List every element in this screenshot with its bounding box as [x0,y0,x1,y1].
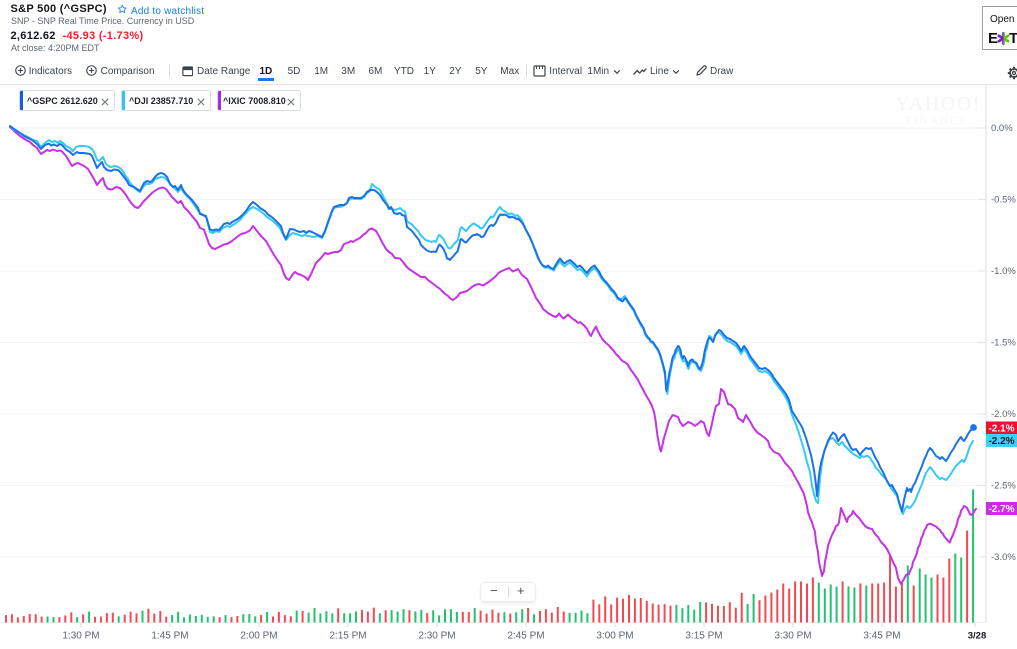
svg-text:-2.2%: -2.2% [988,436,1014,447]
svg-text:2:45 PM: 2:45 PM [507,631,544,642]
svg-text:-1.5%: -1.5% [991,338,1016,349]
svg-text:2:15 PM: 2:15 PM [329,631,366,642]
svg-text:-2.0%: -2.0% [991,409,1016,420]
svg-text:FINANCE: FINANCE [906,113,969,127]
svg-text:3:45 PM: 3:45 PM [863,631,900,642]
svg-text:0.0%: 0.0% [991,123,1013,134]
svg-text:-2.5%: -2.5% [991,481,1016,492]
svg-text:1:30 PM: 1:30 PM [62,631,99,642]
svg-text:-2.7%: -2.7% [988,504,1014,515]
svg-text:YAHOO!: YAHOO! [895,93,981,115]
svg-text:-3.0%: -3.0% [991,552,1016,563]
svg-text:3/28: 3/28 [968,631,987,642]
svg-text:-2.1%: -2.1% [988,424,1014,435]
svg-text:-1.0%: -1.0% [991,266,1016,277]
svg-text:1:45 PM: 1:45 PM [151,631,188,642]
svg-text:3:15 PM: 3:15 PM [685,631,722,642]
svg-text:-0.5%: -0.5% [991,195,1016,206]
svg-text:3:00 PM: 3:00 PM [596,631,633,642]
svg-text:3:30 PM: 3:30 PM [774,631,811,642]
svg-text:2:30 PM: 2:30 PM [418,631,455,642]
svg-text:2:00 PM: 2:00 PM [240,631,277,642]
